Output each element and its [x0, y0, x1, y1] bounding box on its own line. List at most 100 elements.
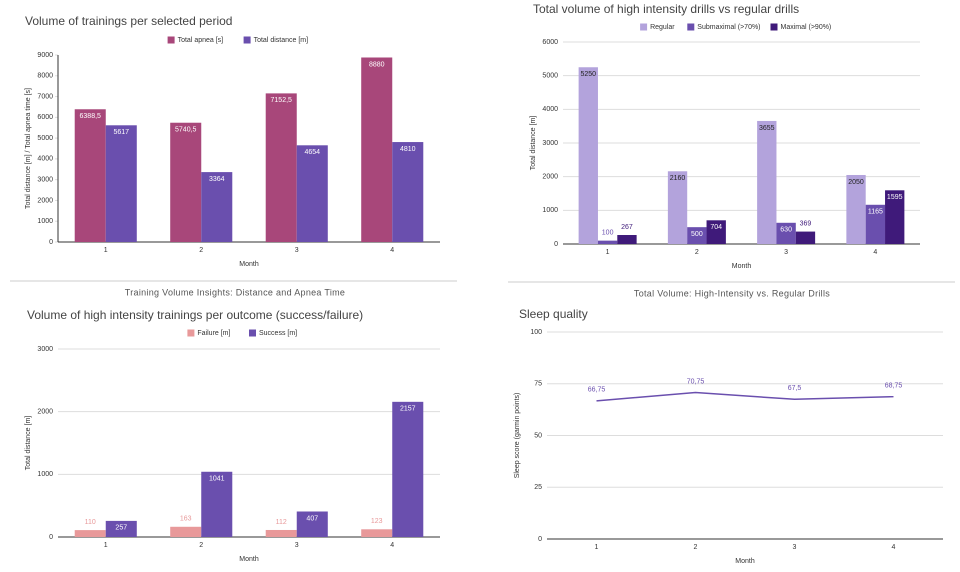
- bar: [265, 93, 297, 242]
- bar: [392, 142, 424, 242]
- y-tick-label: 9000: [37, 52, 53, 59]
- data-label: 110: [85, 519, 96, 526]
- data-label: 4654: [304, 149, 320, 156]
- y-axis-label: Total distance [m]: [25, 416, 32, 471]
- bar: [105, 125, 137, 242]
- y-axis-label: Total distance [m]: [530, 116, 537, 171]
- y-tick-label: 0: [49, 239, 53, 246]
- y-tick-label: 0: [538, 536, 542, 543]
- data-label: 704: [710, 224, 722, 231]
- y-axis-label: Sleep score (garmin points): [514, 393, 521, 479]
- data-label: 112: [276, 519, 287, 526]
- bar: [865, 204, 886, 244]
- data-label: 8880: [369, 61, 385, 68]
- data-label: 67,5: [788, 385, 802, 392]
- data-label: 407: [306, 515, 318, 522]
- legend-swatch: [687, 23, 695, 31]
- x-tick-label: 2: [695, 249, 699, 256]
- y-tick-label: 75: [534, 381, 542, 388]
- data-label: 500: [691, 231, 703, 238]
- y-tick-label: 5000: [37, 135, 53, 142]
- x-tick-label: 1: [104, 542, 108, 549]
- x-axis-label: Month: [239, 556, 259, 563]
- legend-swatch: [640, 23, 648, 31]
- data-label: 267: [621, 224, 633, 231]
- data-label: 7152,5: [271, 97, 293, 104]
- data-label: 369: [800, 220, 812, 227]
- data-label: 5250: [580, 71, 596, 78]
- y-tick-label: 4000: [37, 156, 53, 163]
- caption: Total Volume: High-Intensity vs. Regular…: [634, 288, 830, 298]
- bar: [361, 529, 393, 537]
- x-tick-label: 3: [793, 544, 797, 551]
- x-tick-label: 3: [295, 542, 299, 549]
- data-label: 2050: [848, 179, 864, 186]
- data-label: 123: [371, 518, 383, 525]
- y-tick-label: 0: [49, 534, 53, 541]
- y-tick-label: 7000: [37, 93, 53, 100]
- x-tick-label: 2: [199, 542, 203, 549]
- bar: [296, 145, 328, 242]
- bar: [687, 227, 707, 244]
- legend-swatch: [770, 23, 778, 31]
- x-axis-label: Month: [735, 558, 755, 565]
- y-tick-label: 3000: [37, 346, 53, 353]
- data-label: 3655: [759, 125, 775, 132]
- bar: [74, 530, 106, 537]
- legend-label: Maximal (>90%): [781, 24, 832, 31]
- data-label: 1041: [209, 476, 225, 483]
- data-label: 100: [602, 229, 614, 236]
- legend-label: Failure [m]: [197, 330, 230, 337]
- y-tick-label: 6000: [37, 114, 53, 121]
- bar: [265, 529, 297, 537]
- y-tick-label: 1000: [37, 471, 53, 478]
- bar: [578, 67, 598, 244]
- chart-title: Total volume of high intensity drills vs…: [533, 2, 799, 16]
- x-tick-label: 1: [606, 249, 610, 256]
- bar: [795, 231, 816, 244]
- bar: [170, 122, 202, 242]
- y-tick-label: 50: [534, 432, 542, 439]
- legend-label: Regular: [650, 24, 675, 31]
- y-tick-label: 1000: [37, 218, 53, 225]
- y-tick-label: 3000: [37, 177, 53, 184]
- data-label: 257: [115, 525, 127, 532]
- x-tick-label: 2: [694, 544, 698, 551]
- data-label: 70,75: [687, 378, 705, 385]
- y-tick-label: 1000: [542, 207, 558, 214]
- x-axis-label: Month: [732, 263, 752, 270]
- legend-swatch: [249, 329, 256, 337]
- x-axis-label: Month: [239, 261, 259, 268]
- legend-swatch: [187, 329, 195, 337]
- data-label: 630: [780, 227, 792, 234]
- x-tick-label: 4: [873, 249, 877, 256]
- bar: [296, 511, 328, 537]
- legend-swatch: [243, 36, 251, 44]
- x-tick-label: 1: [595, 544, 599, 551]
- bar: [706, 220, 726, 244]
- bar: [392, 401, 424, 537]
- x-tick-label: 3: [784, 249, 788, 256]
- chart-title: Volume of high intensity trainings per o…: [27, 308, 363, 322]
- y-tick-label: 25: [534, 484, 542, 491]
- x-tick-label: 4: [892, 544, 896, 551]
- legend-label: Total apnea [s]: [178, 37, 224, 44]
- x-tick-label: 2: [199, 247, 203, 254]
- legend-swatch: [167, 36, 175, 44]
- y-tick-label: 6000: [542, 39, 558, 46]
- legend-label: Total distance [m]: [254, 37, 309, 44]
- y-tick-label: 2000: [37, 197, 53, 204]
- data-label: 1595: [887, 194, 903, 201]
- chart-title: Volume of trainings per selected period: [25, 14, 232, 28]
- bar: [597, 240, 618, 244]
- caption: Training Volume Insights: Distance and A…: [125, 287, 345, 297]
- data-label: 1165: [868, 209, 883, 216]
- data-label: 66,75: [588, 387, 606, 394]
- bar: [757, 120, 777, 244]
- bar: [667, 171, 688, 244]
- y-tick-label: 4000: [542, 106, 558, 113]
- data-label: 5617: [113, 129, 129, 136]
- bar: [617, 235, 637, 244]
- data-label: 4810: [400, 146, 416, 153]
